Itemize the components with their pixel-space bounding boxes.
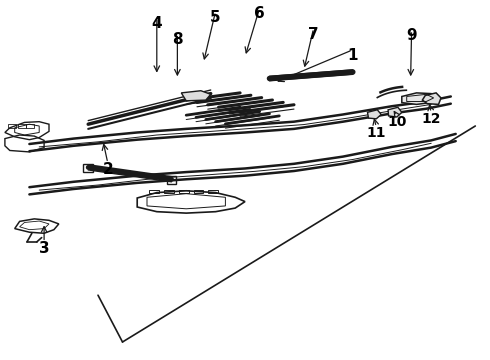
Text: 8: 8 <box>172 32 183 47</box>
Text: 12: 12 <box>421 112 441 126</box>
Polygon shape <box>388 107 402 117</box>
Text: 7: 7 <box>308 27 319 42</box>
Polygon shape <box>181 91 211 101</box>
Text: 1: 1 <box>347 48 358 63</box>
Text: 6: 6 <box>254 6 265 21</box>
Text: 2: 2 <box>102 162 113 177</box>
Polygon shape <box>368 110 381 119</box>
Text: 11: 11 <box>367 126 386 140</box>
Text: 10: 10 <box>387 115 407 129</box>
Text: 5: 5 <box>210 10 221 25</box>
Polygon shape <box>402 93 439 104</box>
Text: 4: 4 <box>151 16 162 31</box>
Polygon shape <box>422 93 441 104</box>
Text: 9: 9 <box>406 28 417 44</box>
Text: 3: 3 <box>39 241 49 256</box>
